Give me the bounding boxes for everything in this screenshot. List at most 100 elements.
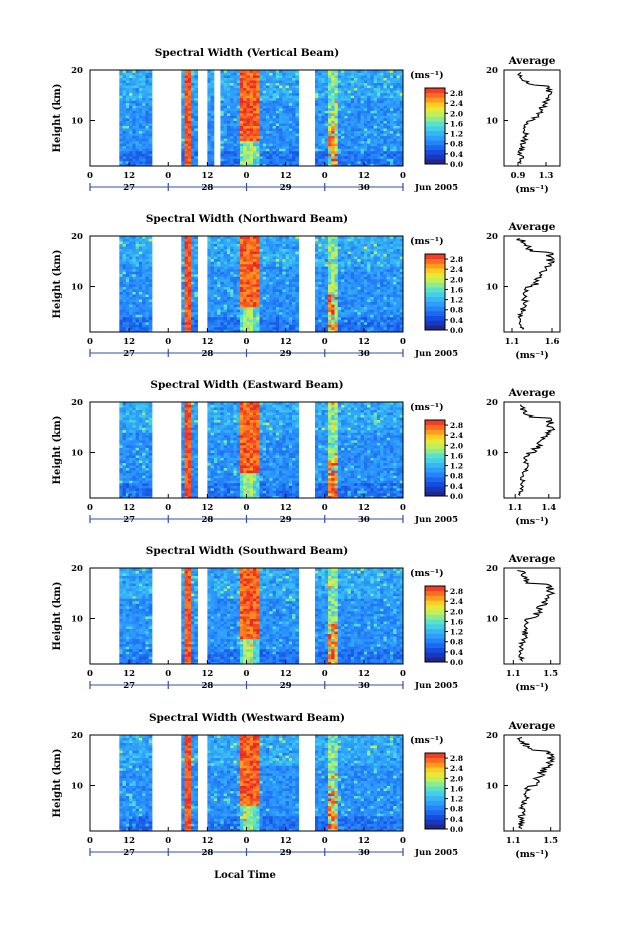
heatmap-cell xyxy=(185,281,189,284)
heatmap-cell xyxy=(211,131,215,134)
heatmap-cell xyxy=(348,143,352,146)
heatmap-cell xyxy=(341,98,345,101)
heatmap-cell xyxy=(273,146,277,149)
heatmap-cell xyxy=(253,292,257,295)
heatmap-cell xyxy=(250,83,254,86)
heatmap-cell xyxy=(227,133,231,136)
heatmap-cell xyxy=(230,322,234,325)
heatmap-cell xyxy=(253,312,257,315)
heatmap-cell xyxy=(126,284,130,287)
heatmap-cell xyxy=(374,75,378,78)
heatmap-cell xyxy=(266,259,270,262)
heatmap-cell xyxy=(260,98,264,101)
heatmap-cell xyxy=(315,246,319,249)
heatmap-cell xyxy=(123,161,127,164)
heatmap-cell xyxy=(266,141,270,144)
heatmap-cell xyxy=(139,143,143,146)
heatmap-cell xyxy=(364,312,368,315)
heatmap-cell xyxy=(207,289,211,292)
heatmap-cell xyxy=(233,244,237,247)
heatmap-cell xyxy=(341,133,345,136)
heatmap-cell xyxy=(149,261,153,264)
heatmap-cell xyxy=(211,151,215,154)
heatmap-cell xyxy=(220,319,224,322)
heatmap-cell xyxy=(227,287,231,290)
heatmap-cell xyxy=(142,251,146,254)
heatmap-cell xyxy=(367,246,371,249)
heatmap-cell xyxy=(191,284,195,287)
heatmap-cell xyxy=(250,118,254,121)
heatmap-cell xyxy=(361,146,365,149)
heatmap-cell xyxy=(224,110,228,113)
heatmap-cell xyxy=(292,289,296,292)
heatmap-cell xyxy=(181,95,185,98)
heatmap-cell xyxy=(282,266,286,269)
heatmap-cell xyxy=(328,249,332,252)
heatmap-cell xyxy=(292,118,296,121)
heatmap-cell xyxy=(295,246,299,249)
heatmap-cell xyxy=(132,153,136,156)
heatmap-cell xyxy=(217,251,221,254)
heatmap-cell xyxy=(396,151,400,154)
heatmap-cell xyxy=(227,266,231,269)
heatmap-cell xyxy=(367,292,371,295)
heatmap-cell xyxy=(237,151,241,154)
heatmap-cell xyxy=(142,281,146,284)
heatmap-cell xyxy=(253,241,257,244)
heatmap-cell xyxy=(247,118,251,121)
heatmap-cell xyxy=(321,136,325,139)
heatmap-cell xyxy=(256,244,260,247)
heatmap-cell xyxy=(289,128,293,131)
heatmap-cell xyxy=(142,324,146,327)
heatmap-cell xyxy=(393,88,397,91)
heatmap-cell xyxy=(364,269,368,272)
heatmap-cell xyxy=(344,108,348,111)
heatmap-cell xyxy=(253,73,257,76)
heatmap-cell xyxy=(243,281,247,284)
heatmap-cell xyxy=(364,317,368,320)
heatmap-cell xyxy=(230,156,234,159)
heatmap-cell xyxy=(132,105,136,108)
heatmap-cell xyxy=(370,78,374,81)
heatmap-cell xyxy=(396,80,400,83)
heatmap-cell xyxy=(263,251,267,254)
heatmap-cell xyxy=(318,73,322,76)
heatmap-cell xyxy=(351,73,355,76)
heatmap-cell xyxy=(286,100,290,103)
heatmap-cell xyxy=(181,103,185,106)
heatmap-cell xyxy=(289,136,293,139)
heatmap-cell xyxy=(132,304,136,307)
heatmap-cell xyxy=(318,284,322,287)
heatmap-cell xyxy=(328,133,332,136)
heatmap-cell xyxy=(370,302,374,305)
heatmap-cell xyxy=(247,93,251,96)
heatmap-cell xyxy=(276,118,280,121)
heatmap-cell xyxy=(370,279,374,282)
heatmap-cell xyxy=(279,307,283,310)
heatmap-cell xyxy=(286,239,290,242)
heatmap-cell xyxy=(344,161,348,164)
heatmap-cell xyxy=(119,121,123,124)
heatmap-cell xyxy=(315,312,319,315)
heatmap-cell xyxy=(367,121,371,124)
heatmap-cell xyxy=(279,73,283,76)
heatmap-cell xyxy=(361,138,365,141)
heatmap-cell xyxy=(233,88,237,91)
heatmap-cell xyxy=(370,85,374,88)
heatmap-cell xyxy=(263,98,267,101)
heatmap-cell xyxy=(243,249,247,252)
heatmap-cell xyxy=(237,289,241,292)
heatmap-cell xyxy=(341,309,345,312)
heatmap-cell xyxy=(361,141,365,144)
heatmap-cell xyxy=(354,292,358,295)
heatmap-cell xyxy=(276,327,280,330)
heatmap-cell xyxy=(354,123,358,126)
heatmap-cell xyxy=(247,307,251,310)
heatmap-cell xyxy=(224,279,228,282)
heatmap-cell xyxy=(230,261,234,264)
heatmap-cell xyxy=(367,78,371,81)
heatmap-cell xyxy=(354,141,358,144)
heatmap-cell xyxy=(194,297,198,300)
heatmap-cell xyxy=(370,105,374,108)
heatmap-cell xyxy=(194,85,198,88)
